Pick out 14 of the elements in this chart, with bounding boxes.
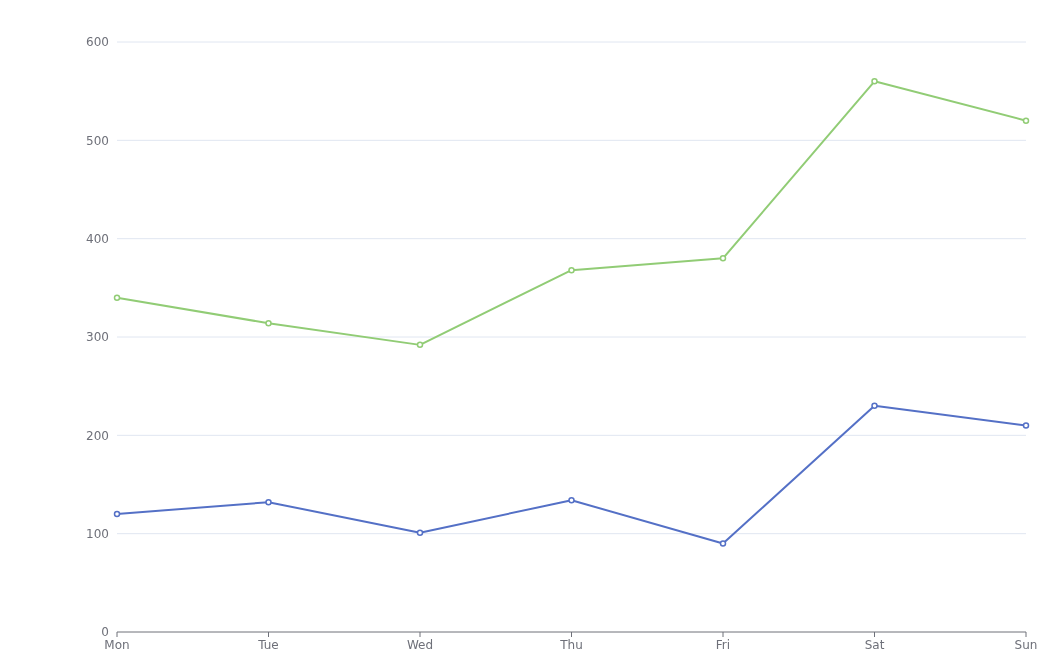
x-tick-label: Sat [864, 638, 885, 652]
x-tick-label: Wed [406, 638, 434, 652]
y-tick-label: 400 [86, 231, 109, 246]
y-tick-label: 0 [101, 625, 109, 640]
x-tick-label: Sun [1014, 638, 1038, 652]
x-tick-label: Thu [559, 638, 583, 652]
y-tick-label: 300 [86, 330, 109, 345]
y-tick-label: 600 [86, 35, 109, 50]
x-tick-label: Mon [104, 638, 130, 652]
x-tick-label: Fri [715, 638, 731, 652]
y-tick-label: 500 [86, 133, 109, 148]
y-tick-label: 100 [86, 526, 109, 541]
y-tick-label: 200 [86, 428, 109, 443]
x-tick-label: Tue [257, 638, 279, 652]
